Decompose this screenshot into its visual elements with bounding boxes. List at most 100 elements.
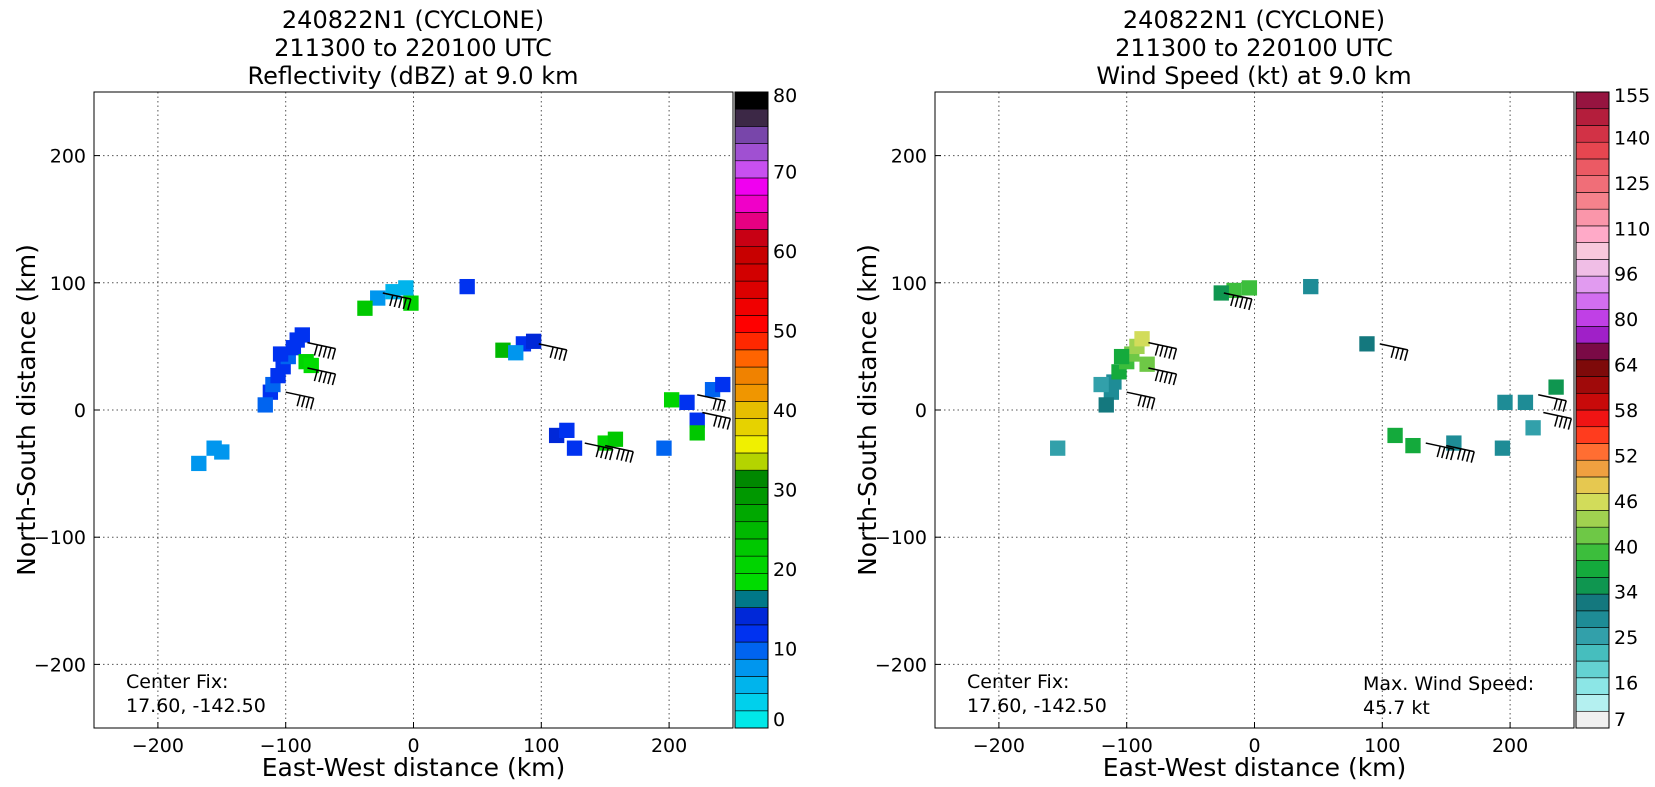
colorbar-segment bbox=[734, 143, 769, 162]
data-cell bbox=[1303, 278, 1319, 295]
wind-barb-feather bbox=[726, 418, 732, 430]
x-tick-label: 0 bbox=[1248, 735, 1260, 757]
colorbar-tick-label: 60 bbox=[773, 241, 797, 263]
colorbar-tick-label: 40 bbox=[773, 400, 797, 422]
wind-barb bbox=[605, 444, 634, 463]
colorbar-tick-label: 96 bbox=[1614, 264, 1638, 286]
data-cell bbox=[508, 345, 524, 361]
wind-barb bbox=[285, 391, 315, 410]
data-cell bbox=[607, 431, 624, 447]
colorbar-segment bbox=[1575, 359, 1610, 377]
wind-barb-feather bbox=[609, 448, 614, 461]
colorbar-segment bbox=[1575, 694, 1610, 712]
wind-barb-feather bbox=[1163, 371, 1169, 384]
data-cell bbox=[1098, 397, 1114, 413]
wind-barb-feather bbox=[563, 349, 568, 362]
colorbar-segment bbox=[734, 263, 769, 282]
colorbar-segment bbox=[1575, 510, 1610, 528]
wind-barb-feather bbox=[1567, 418, 1573, 430]
wind-barb bbox=[1425, 442, 1455, 461]
colorbar-frame bbox=[1575, 91, 1610, 729]
colorbar-segment bbox=[1575, 476, 1610, 494]
colorbar-segment bbox=[734, 418, 769, 437]
center-fix-value: 17.60, -142.50 bbox=[126, 695, 266, 717]
chart-title-line: Wind Speed (kt) at 9.0 km bbox=[1096, 62, 1411, 90]
colorbar-segment bbox=[734, 590, 769, 608]
data-cell bbox=[191, 455, 207, 472]
colorbar-segment bbox=[1575, 376, 1610, 394]
x-tick-label: 0 bbox=[407, 735, 419, 757]
wind-barb-feather bbox=[327, 372, 332, 385]
wind-barb-feather bbox=[1558, 416, 1564, 428]
colorbar-tick-label: 25 bbox=[1614, 627, 1638, 649]
x-axis-label: East-West distance (km) bbox=[262, 753, 566, 782]
data-cell bbox=[663, 392, 680, 408]
y-tick-label: −200 bbox=[34, 654, 86, 676]
colorbar-segment bbox=[1575, 426, 1610, 444]
wind-barb-feather bbox=[615, 448, 621, 460]
colorbar-tick-label: 10 bbox=[773, 639, 797, 661]
colorbar-segment bbox=[1575, 459, 1610, 478]
colorbar-tick-label: 30 bbox=[773, 480, 797, 502]
colorbar-segment bbox=[1575, 242, 1610, 260]
wind-barb-feather bbox=[1557, 399, 1563, 411]
wind-barb-feather bbox=[713, 415, 718, 427]
wind-barb bbox=[1148, 367, 1178, 386]
x-tick-label: 200 bbox=[1492, 735, 1528, 757]
data-cell bbox=[525, 333, 542, 349]
x-tick-label: −100 bbox=[260, 735, 312, 757]
wind-barb-feather bbox=[407, 298, 412, 311]
colorbar-segment bbox=[1575, 309, 1610, 327]
wind-barb bbox=[1543, 411, 1573, 430]
colorbar-tick-label: 155 bbox=[1614, 85, 1650, 107]
data-cell bbox=[257, 397, 273, 413]
x-tick-label: −200 bbox=[973, 735, 1025, 757]
wind-barb-feather bbox=[1441, 446, 1446, 459]
colorbar-segment bbox=[734, 177, 769, 196]
wind-barb-feather bbox=[1172, 373, 1178, 386]
wind-barb-feather bbox=[1563, 417, 1568, 429]
wind-barb-feather bbox=[721, 400, 726, 412]
colorbar-segment bbox=[1575, 292, 1610, 310]
colorbar-tick-label: 7 bbox=[1614, 709, 1626, 731]
wind-barb-feather bbox=[1141, 395, 1147, 408]
wind-barb-feather bbox=[1436, 445, 1441, 458]
plot-frame bbox=[934, 91, 1575, 729]
chart-title-line: 240822N1 (CYCLONE) bbox=[282, 6, 544, 34]
wind-barb bbox=[1379, 343, 1409, 362]
colorbar-segment bbox=[734, 469, 769, 488]
colorbar-segment bbox=[734, 366, 769, 385]
colorbar-segment bbox=[1575, 326, 1610, 344]
colorbar-tick-label: 0 bbox=[773, 709, 785, 731]
colorbar-tick-label: 40 bbox=[1614, 536, 1638, 558]
wind-barb-feather bbox=[313, 369, 319, 382]
wind-barb-feather bbox=[1159, 370, 1164, 383]
wind-barb-feather bbox=[1390, 346, 1395, 359]
data-cell bbox=[566, 440, 583, 456]
colorbar-segment bbox=[734, 607, 769, 626]
wind-barb-feather bbox=[1465, 450, 1471, 462]
wind-barb-feather bbox=[1404, 349, 1409, 362]
colorbar-tick-label: 20 bbox=[773, 559, 797, 581]
colorbar-segment bbox=[1575, 275, 1610, 294]
colorbar-segment bbox=[1575, 560, 1610, 578]
data-cell bbox=[689, 412, 705, 428]
colorbar-segment bbox=[734, 297, 769, 316]
colorbar-segment bbox=[1575, 660, 1610, 679]
colorbar-segment bbox=[1575, 644, 1610, 662]
data-cell bbox=[689, 425, 705, 441]
wind-barb-feather bbox=[558, 348, 563, 361]
data-cell bbox=[403, 295, 419, 311]
y-tick-label: 200 bbox=[50, 146, 86, 168]
colorbar-tick-label: 50 bbox=[773, 321, 797, 343]
colorbar-segment bbox=[734, 108, 769, 127]
wind-barb-feather bbox=[389, 294, 394, 307]
colorbar-segment bbox=[1575, 392, 1610, 411]
colorbar-segment bbox=[734, 693, 769, 712]
chart-title-line: 240822N1 (CYCLONE) bbox=[1123, 6, 1385, 34]
wind-barb-feather bbox=[1234, 295, 1240, 308]
colorbar-segment bbox=[1575, 610, 1610, 628]
colorbar-segment bbox=[1575, 577, 1610, 595]
wind-barb-feather bbox=[712, 398, 717, 410]
colorbar-segment bbox=[1575, 627, 1610, 645]
